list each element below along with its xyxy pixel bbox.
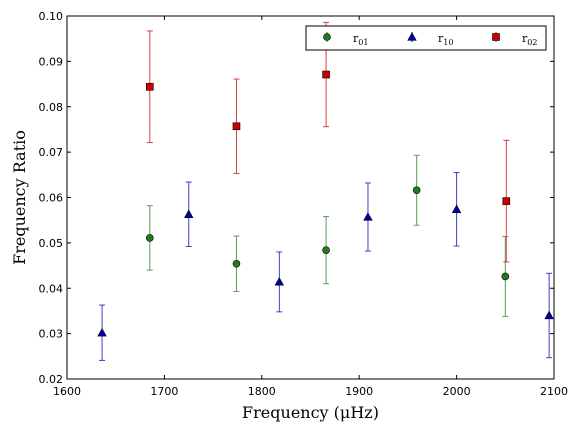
x-tick-label: 1700: [150, 385, 178, 398]
data-point-r10: [451, 204, 462, 213]
data-point-r10: [363, 212, 373, 221]
series-r02: [145, 21, 511, 263]
series-r01: [145, 154, 510, 317]
y-tick-label: 0.10: [39, 10, 64, 23]
data-point-r01: [145, 234, 154, 242]
data-point-r10: [184, 209, 194, 218]
y-axis-ticks: 0.02 0.03 0.04 0.05 0.06 0.07 0.08 0.09 0.10: [39, 10, 554, 386]
data-point-r10: [544, 310, 554, 320]
legend-label-subscript: 02: [527, 38, 537, 47]
legend-box: [305, 25, 547, 51]
legend-label-base: r: [438, 32, 444, 45]
data-point-r01: [412, 186, 421, 195]
x-tick-label: 2100: [540, 385, 568, 398]
legend-label: r10: [438, 32, 453, 47]
y-tick-label: 0.07: [39, 146, 64, 159]
x-axis-label: Frequency (μHz): [242, 403, 379, 422]
legend-label-base: r: [353, 32, 359, 45]
series-r10: [97, 172, 554, 361]
x-tick-label: 1900: [345, 385, 373, 398]
legend-marker: [407, 32, 417, 41]
data-marks: [97, 21, 554, 361]
data-point-r02: [232, 122, 241, 131]
data-point-r01: [322, 246, 330, 254]
y-tick-label: 0.08: [39, 101, 64, 114]
legend-marker: [323, 33, 331, 41]
legend-label: r01: [353, 32, 368, 47]
data-point-r10: [97, 327, 107, 337]
x-tick-label: 2000: [443, 385, 471, 398]
x-tick-label: 1600: [53, 385, 81, 398]
legend-label: r02: [522, 32, 537, 47]
legend-item-r10: r10: [407, 32, 453, 47]
y-tick-label: 0.04: [39, 282, 64, 295]
y-tick-label: 0.06: [39, 192, 64, 205]
data-point-r02: [322, 70, 330, 79]
legend: r01 r10 r02: [305, 25, 547, 51]
legend-item-r01: r01: [323, 32, 368, 47]
legend-item-r02: r02: [492, 32, 537, 47]
legend-label-base: r: [522, 32, 528, 45]
y-tick-label: 0.09: [39, 55, 64, 68]
legend-marker: [492, 33, 500, 41]
data-point-r02: [502, 197, 511, 205]
data-point-r01: [232, 259, 241, 268]
x-axis-ticks: 1600 1700 1800 1900 2000 2100: [53, 16, 568, 398]
legend-label-subscript: 10: [443, 38, 453, 47]
y-axis-label: Frequency Ratio: [10, 130, 29, 265]
y-tick-label: 0.05: [39, 237, 64, 250]
y-tick-label: 0.03: [39, 328, 64, 341]
y-tick-label: 0.02: [39, 373, 64, 386]
data-point-r10: [274, 277, 285, 286]
data-point-r02: [145, 82, 154, 91]
x-tick-label: 1800: [248, 385, 276, 398]
legend-label-subscript: 01: [358, 38, 368, 47]
data-point-r01: [501, 272, 510, 281]
plot-frame: [66, 15, 555, 380]
